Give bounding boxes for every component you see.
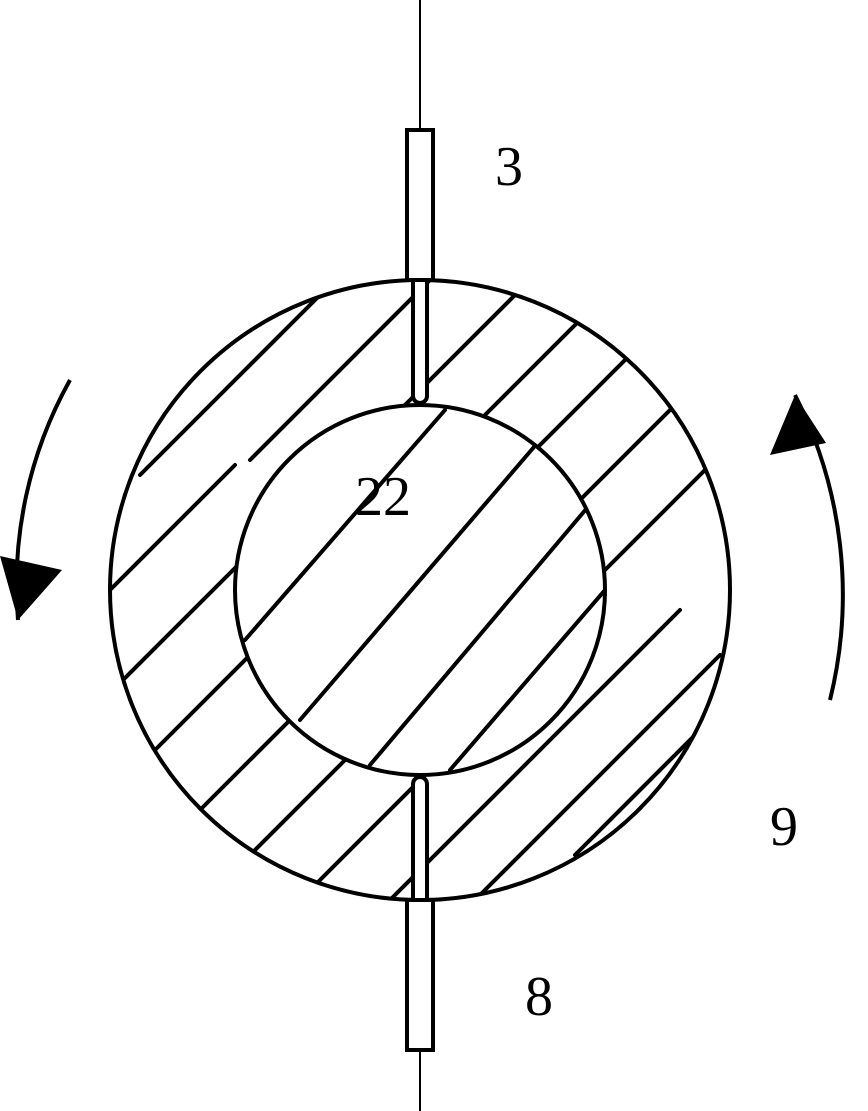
label-right: 9 [770, 796, 798, 858]
top-connector [407, 130, 433, 280]
bottom-notch [413, 777, 427, 900]
label-top: 3 [495, 136, 523, 198]
left-arrow-head [0, 556, 62, 620]
top-notch [413, 280, 427, 403]
label-bottom: 8 [525, 966, 553, 1028]
inner-hatch [245, 410, 605, 770]
bottom-connector [407, 900, 433, 1050]
label-center: 22 [355, 466, 411, 528]
